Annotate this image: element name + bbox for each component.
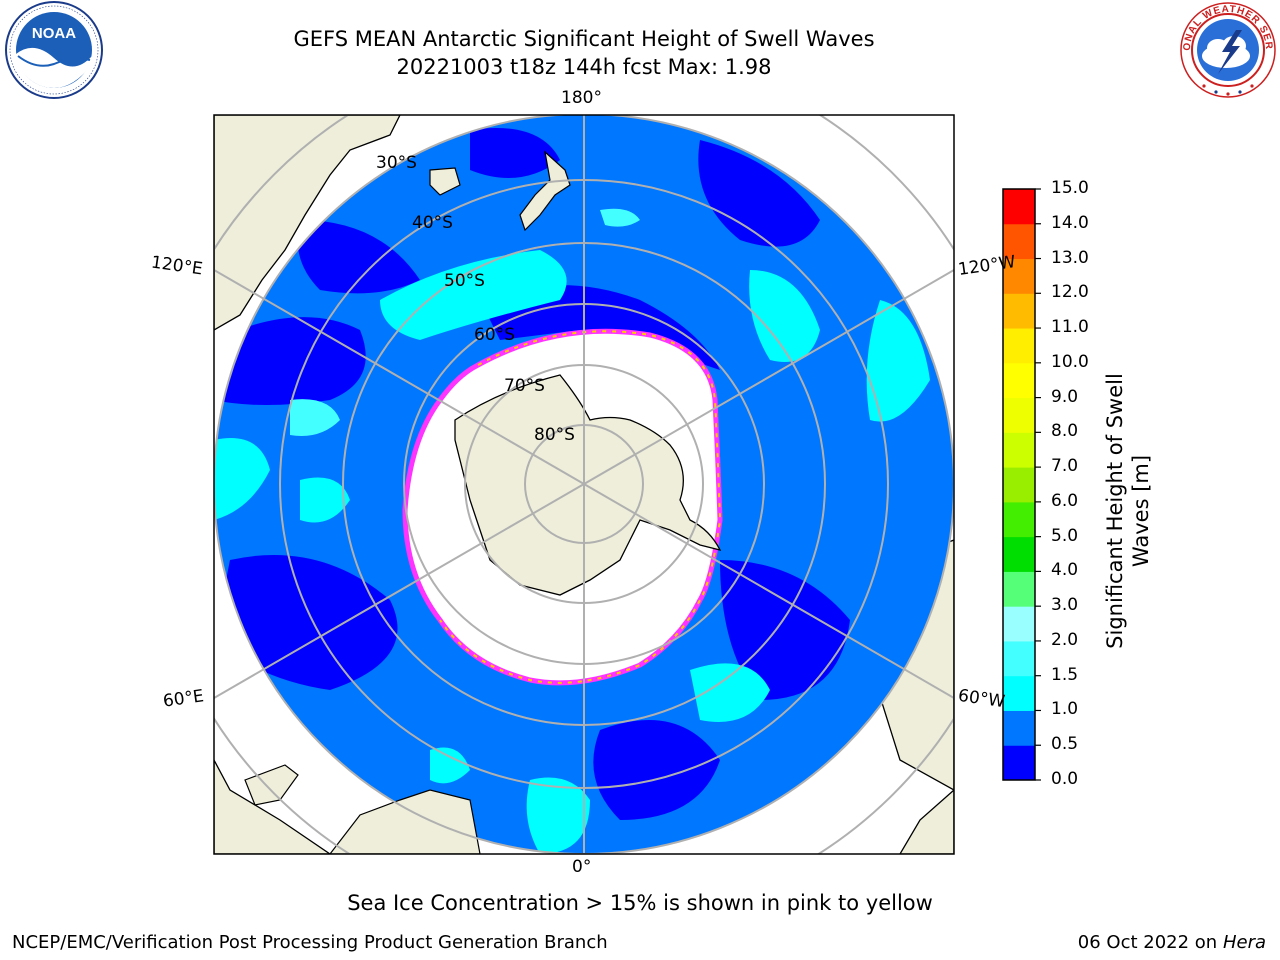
- colorbar-tick-label: 4.0: [1051, 560, 1079, 581]
- colorbar-tick-label: 0.0: [1051, 769, 1079, 789]
- graticule: [214, 115, 954, 854]
- colorbar-segment: [1003, 328, 1035, 364]
- lat-label-80s: 80°S: [534, 425, 575, 445]
- colorbar-tick-label: 14.0: [1051, 212, 1089, 233]
- madagascar-landmass: [244, 764, 299, 806]
- colorbar-segment: [1003, 223, 1035, 260]
- footer-date-text: 06 Oct 2022 on: [1077, 932, 1223, 953]
- colorbar-segment: [1003, 362, 1035, 399]
- colorbar-segment: [1003, 501, 1035, 538]
- colorbar-tick-label: 11.0: [1051, 317, 1089, 338]
- colorbar-tick-label: 13.0: [1051, 247, 1089, 268]
- lat-label-30s: 30°S: [376, 153, 417, 173]
- lat-label-60s: 60°S: [474, 325, 515, 345]
- colorbar-segment: [1003, 397, 1035, 433]
- lat-label-70s: 70°S: [504, 376, 545, 396]
- lon-label-180: 180°: [561, 88, 602, 108]
- footer-credit: NCEP/EMC/Verification Post Processing Pr…: [12, 932, 608, 953]
- colorbar-segment: [1003, 606, 1035, 642]
- colorbar-segment: [1003, 189, 1035, 225]
- lat-label-50s: 50°S: [444, 271, 485, 291]
- colorbar-segment: [1003, 640, 1035, 677]
- colorbar-segment: [1003, 536, 1035, 572]
- colorbar-segment: [1003, 467, 1035, 503]
- colorbar-tick-label: 3.0: [1051, 595, 1079, 616]
- colorbar-tick-label: 2.0: [1051, 629, 1079, 650]
- colorbar-segment: [1003, 432, 1035, 468]
- colorbar: [1002, 188, 1041, 781]
- colorbar-tick-label: 1.0: [1051, 699, 1079, 720]
- tasmania-landmass: [429, 167, 461, 196]
- colorbar-tick-label: 6.0: [1051, 490, 1079, 511]
- map-title: GEFS MEAN Antarctic Significant Height o…: [293, 27, 875, 51]
- colorbar-tick-label: 8.0: [1051, 421, 1079, 442]
- colorbar-tick-label: 1.5: [1051, 664, 1079, 685]
- footer-date: 06 Oct 2022 on Hera: [1078, 932, 1266, 953]
- colorbar-tick-label: 15.0: [1051, 178, 1089, 198]
- colorbar-tick-label: 12.0: [1051, 282, 1089, 303]
- footer-host: Hera: [1222, 932, 1266, 953]
- colorbar-segment: [1003, 293, 1035, 329]
- colorbar-segment: [1003, 258, 1035, 294]
- colorbar-segment: [1003, 571, 1035, 607]
- map-subtitle: 20221003 t18z 144h fcst Max: 1.98: [396, 55, 772, 79]
- map-frame: [213, 114, 955, 855]
- lat-label-40s: 40°S: [412, 213, 453, 233]
- colorbar-frame: [1002, 188, 1036, 781]
- sea-ice-caption: Sea Ice Concentration > 15% is shown in …: [347, 891, 933, 915]
- colorbar-tick-label: 7.0: [1051, 456, 1079, 477]
- new-zealand-landmass: [519, 150, 571, 232]
- colorbar-tick-label: 10.0: [1051, 351, 1089, 372]
- colorbar-tick-label: 5.0: [1051, 525, 1079, 546]
- africa-landmass: [329, 789, 481, 854]
- colorbar-segment: [1003, 710, 1035, 746]
- colorbar-tick-label: 9.0: [1051, 386, 1079, 407]
- noaa-logo-text: NOAA: [32, 25, 76, 42]
- lon-label-0: 0°: [572, 857, 592, 877]
- colorbar-label: Significant Height of Swell Waves [m]: [1103, 373, 1153, 649]
- noaa-logo-icon: NOAA: [5, 1, 103, 99]
- colorbar-tick-label: 0.5: [1051, 734, 1079, 755]
- colorbar-segment: [1003, 745, 1035, 781]
- colorbar-segment: [1003, 675, 1035, 711]
- nws-logo-icon: NATIONAL WEATHER SERVICE: [1178, 0, 1276, 98]
